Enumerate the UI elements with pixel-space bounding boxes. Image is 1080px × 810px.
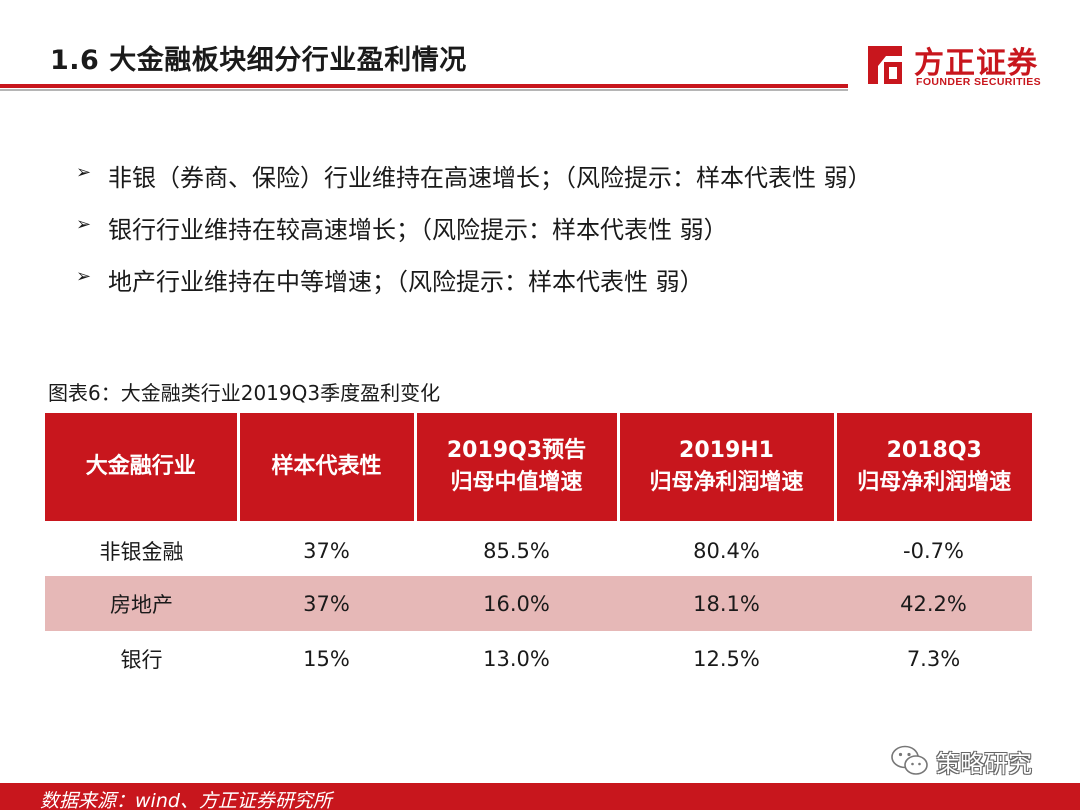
column-header-2018q3: 2018Q3 归母净利润增速	[835, 413, 1032, 521]
table-cell: 13.0%	[483, 646, 550, 671]
header-line: 归母净利润增速	[857, 470, 1012, 495]
title-divider-red	[0, 84, 848, 88]
table-cell: 7.3%	[906, 646, 961, 671]
table-cell: 15%	[303, 646, 350, 671]
table-row: 非银金融 37% 85.5% 80.4% -0.7%	[45, 521, 1032, 576]
column-header-2019h1: 2019H1 归母净利润增速	[618, 413, 837, 521]
header-line: 归母中值增速	[450, 470, 583, 495]
table-cell: 房地产	[45, 576, 238, 631]
header-line: 2019Q3预告	[446, 438, 587, 463]
column-header-industry: 大金融行业	[45, 413, 240, 521]
table-cell: 非银金融	[99, 539, 184, 564]
bullet-text: 地产行业维持在中等增速；（风险提示：样本代表性 弱）	[108, 268, 704, 296]
header-line: 2018Q3	[886, 438, 982, 463]
table-row: 房地产 37% 16.0% 18.1% 42.2%	[45, 576, 1032, 631]
table-caption: 图表6：大金融类行业2019Q3季度盈利变化	[48, 381, 441, 405]
table-cell: 银行	[120, 647, 163, 672]
table-cell: 37%	[303, 538, 350, 563]
watermark-text: 策略研究	[936, 750, 1032, 778]
data-source-note: 数据来源：wind、方正证券研究所	[40, 790, 332, 810]
logo-name-cn: 方正证券	[914, 46, 1038, 81]
profit-growth-table: 大金融行业 样本代表性 2019Q3预告 归母中值增速 2019H1 归母净利润…	[45, 413, 1032, 686]
wechat-icon	[891, 745, 928, 775]
header-line: 2019H1	[679, 438, 774, 463]
arrow-bullet-icon: ➢	[76, 162, 92, 183]
founder-logo-icon	[868, 46, 902, 84]
column-header-2019q3: 2019Q3预告 归母中值增速	[415, 413, 620, 521]
page-title: 1.6 大金融板块细分行业盈利情况	[50, 45, 467, 76]
arrow-bullet-icon: ➢	[76, 214, 92, 235]
table-cell: 16.0%	[415, 576, 618, 631]
column-header-representativeness: 样本代表性	[238, 413, 417, 521]
table-cell: 18.1%	[618, 576, 835, 631]
title-divider-gray	[0, 89, 848, 91]
header-line: 大金融行业	[85, 454, 196, 479]
table-cell: -0.7%	[903, 538, 964, 563]
table-cell: 37%	[238, 576, 415, 631]
bullet-text: 非银（券商、保险）行业维持在高速增长；（风险提示：样本代表性 弱）	[108, 164, 872, 192]
table-cell: 80.4%	[693, 538, 760, 563]
table-header-row: 大金融行业 样本代表性 2019Q3预告 归母中值增速 2019H1 归母净利润…	[45, 413, 1032, 521]
table-row: 银行 15% 13.0% 12.5% 7.3%	[45, 631, 1032, 686]
footer-band	[0, 783, 1080, 810]
table-cell: 85.5%	[483, 538, 550, 563]
bullet-text: 银行行业维持在较高速增长；（风险提示：样本代表性 弱）	[108, 216, 728, 244]
header-line: 样本代表性	[271, 454, 382, 479]
header-line: 归母净利润增速	[649, 470, 804, 495]
arrow-bullet-icon: ➢	[76, 266, 92, 287]
wechat-watermark: 策略研究	[890, 744, 1060, 780]
company-logo: 方正证券 FOUNDER SECURITIES	[862, 40, 1062, 94]
table-cell: 12.5%	[693, 646, 760, 671]
logo-name-en: FOUNDER SECURITIES	[916, 76, 1042, 88]
table-cell: 42.2%	[835, 576, 1032, 631]
